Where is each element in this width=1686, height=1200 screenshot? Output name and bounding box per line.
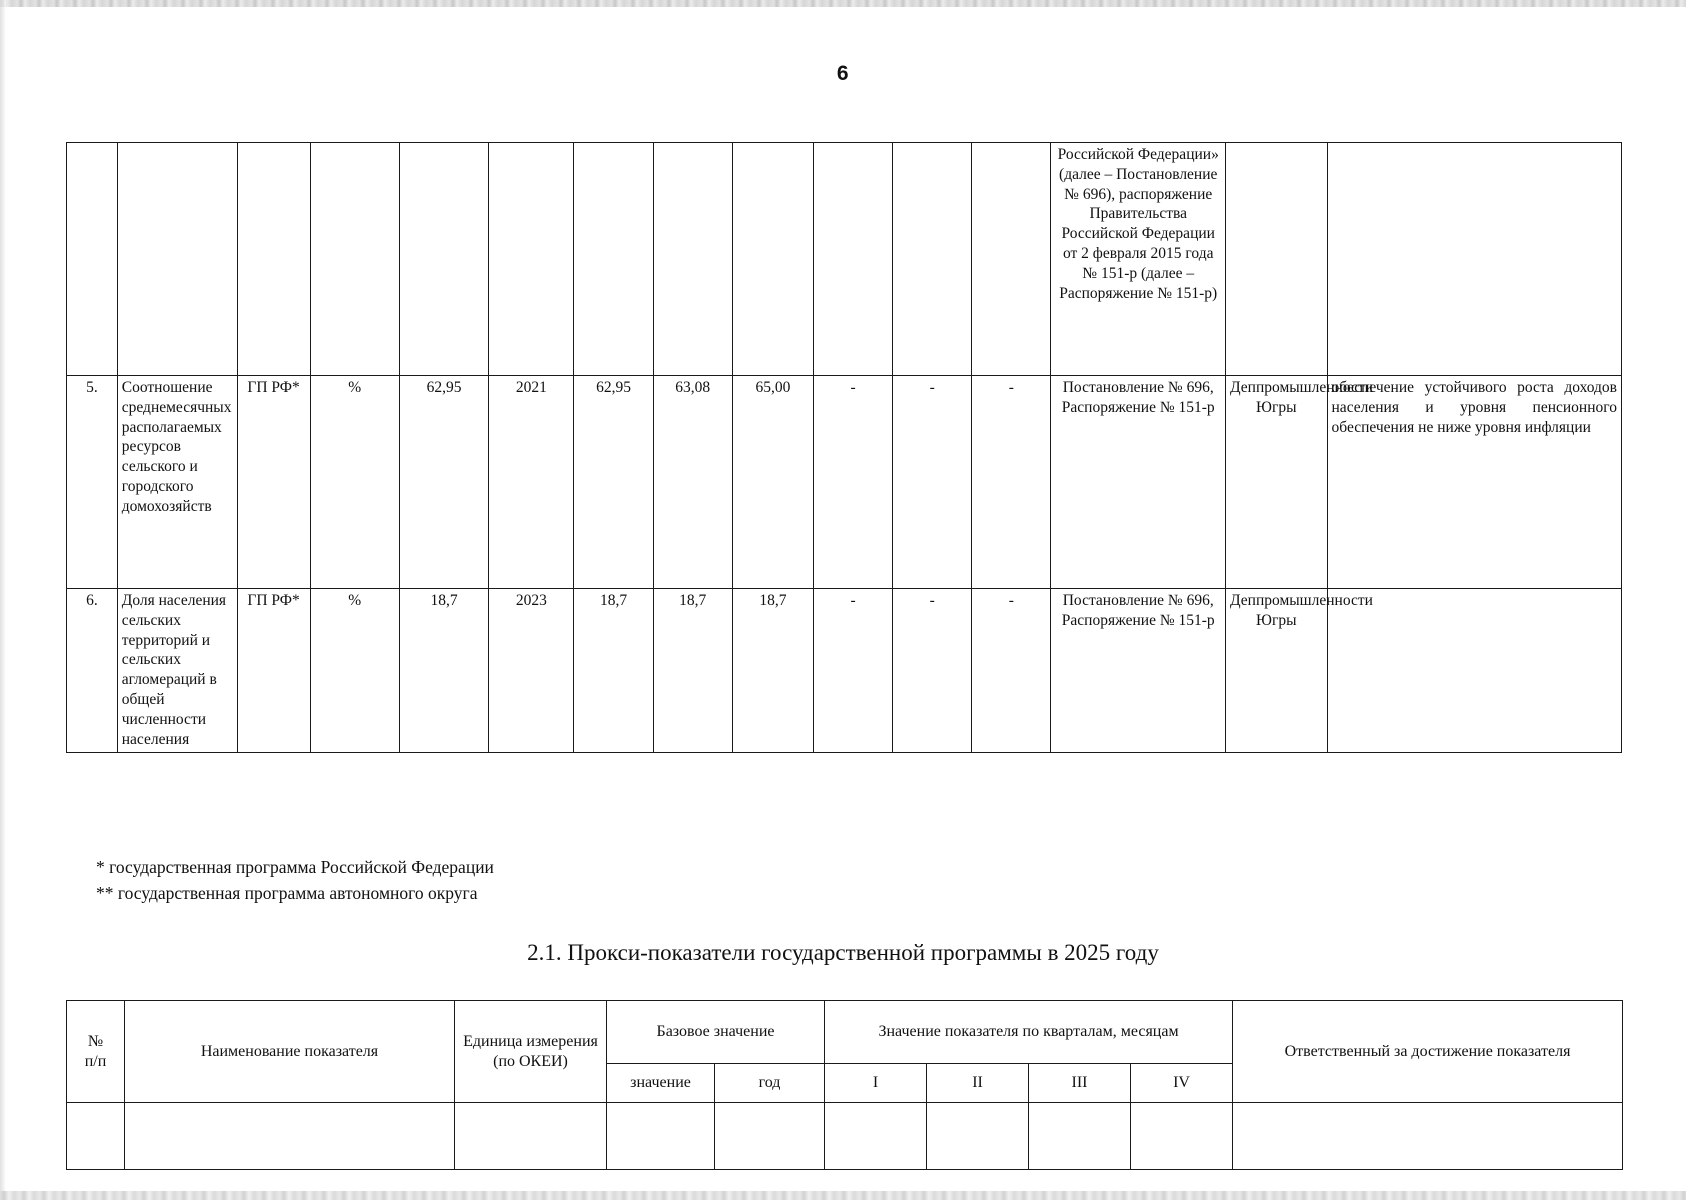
cell-name (116, 142, 238, 376)
cell-num: 6. (66, 588, 118, 753)
cell-quarter-1 (824, 1102, 928, 1170)
cell-program: ГП РФ* (236, 375, 311, 589)
cell-num (66, 142, 118, 376)
table-header-row-2: значение год I II III IV (67, 1063, 1623, 1103)
cell-base-value: 62,95 (398, 375, 490, 589)
table-row: 6. Доля населения сельских территорий и … (66, 588, 1623, 753)
header-base-year: год (713, 1063, 826, 1103)
header-name: Наименование показателя (124, 1000, 455, 1103)
footnote-single-star: * государственная программа Российской Ф… (96, 857, 494, 877)
cell-goal (1326, 142, 1623, 376)
cell-year-2: 18,7 (652, 588, 733, 753)
cell-unit: % (309, 375, 400, 589)
header-unit: Единица измерения (по ОКЕИ) (454, 1000, 607, 1103)
page-number: 6 (836, 62, 850, 85)
cell-document: Российской Федерации» (далее – Постановл… (1050, 142, 1227, 376)
cell-name: Доля населения сельских территорий и сел… (116, 588, 238, 753)
cell-year-4 (812, 142, 894, 376)
cell-base-year: 2023 (488, 588, 575, 753)
cell-num: 5. (66, 375, 118, 589)
footnotes: * государственная программа Российской Ф… (96, 854, 494, 907)
header-base-group: Базовое значение (605, 1000, 826, 1064)
cell-responsible (1232, 1102, 1624, 1170)
cell-unit (454, 1102, 607, 1170)
cell-program: ГП РФ* (236, 588, 311, 753)
cell-year-4: - (812, 588, 894, 753)
cell-year-2 (652, 142, 733, 376)
cell-program (236, 142, 311, 376)
cell-goal: обеспечение устойчивого роста доходов на… (1326, 375, 1623, 589)
header-quarter-3: III (1028, 1063, 1132, 1103)
section-heading: 2.1. Прокси-показатели государственной п… (527, 940, 1159, 965)
header-base-value: значение (606, 1063, 715, 1103)
header-responsible: Ответственный за достижение показателя (1232, 1000, 1624, 1103)
proxy-indicators-table: № п/п Наименование показателя Единица из… (66, 1000, 1624, 1170)
cell-year-2: 63,08 (652, 375, 733, 589)
scan-edge-bottom (0, 1191, 1686, 1200)
cell-year-3: 65,00 (731, 375, 814, 589)
cell-base-year (488, 142, 575, 376)
header-quarter-4: IV (1130, 1063, 1234, 1103)
cell-name: Соотношение среднемесячных располагаемых… (116, 375, 238, 589)
cell-quarter-3 (1028, 1102, 1132, 1170)
cell-goal (1326, 588, 1623, 753)
table-header-row-1: № п/п Наименование показателя Единица из… (66, 1000, 1624, 1103)
cell-year-3 (731, 142, 814, 376)
table-row: 5. Соотношение среднемесячных располагае… (66, 375, 1623, 589)
cell-year-6: - (971, 375, 1052, 589)
cell-year-4: - (812, 375, 894, 589)
scan-edge-top (0, 0, 1686, 7)
cell-year-5: - (892, 588, 973, 753)
table-row (66, 1102, 1624, 1170)
cell-base-year (713, 1102, 826, 1170)
cell-responsible (1225, 142, 1328, 376)
cell-responsible: Деппромышленности Югры (1225, 588, 1373, 753)
cell-document: Постановление № 696, Распоряжение № 151-… (1050, 375, 1227, 589)
cell-year-3: 18,7 (731, 588, 814, 753)
cell-document: Постановление № 696, Распоряжение № 151-… (1050, 588, 1227, 753)
header-quarters-group: Значение показателя по кварталам, месяца… (824, 1000, 1234, 1064)
cell-year-1: 18,7 (573, 588, 654, 753)
cell-unit: % (309, 588, 400, 753)
cell-year-5: - (892, 375, 973, 589)
footnote-double-star: ** государственная программа автономного… (96, 883, 478, 904)
cell-year-6 (971, 142, 1052, 376)
cell-base-value (398, 142, 490, 376)
table-row-continued: Российской Федерации» (далее – Постановл… (66, 142, 1623, 376)
cell-responsible: Деппромышленности Югры (1225, 375, 1373, 589)
cell-quarter-4 (1130, 1102, 1234, 1170)
cell-year-5 (892, 142, 973, 376)
scan-edge-left (0, 0, 6, 1200)
cell-base-value: 18,7 (398, 588, 490, 753)
cell-base-value (606, 1102, 715, 1170)
header-quarter-2: II (926, 1063, 1030, 1103)
cell-year-1 (573, 142, 654, 376)
cell-quarter-2 (926, 1102, 1030, 1170)
cell-year-6: - (971, 588, 1052, 753)
header-num: № п/п (66, 1000, 125, 1103)
cell-year-1: 62,95 (573, 375, 654, 589)
cell-num (66, 1102, 125, 1170)
header-quarter-1: I (824, 1063, 928, 1103)
indicators-table-continued: Российской Федерации» (далее – Постановл… (66, 142, 1623, 753)
cell-unit (309, 142, 400, 376)
cell-base-year: 2021 (488, 375, 575, 589)
cell-name (124, 1102, 455, 1170)
